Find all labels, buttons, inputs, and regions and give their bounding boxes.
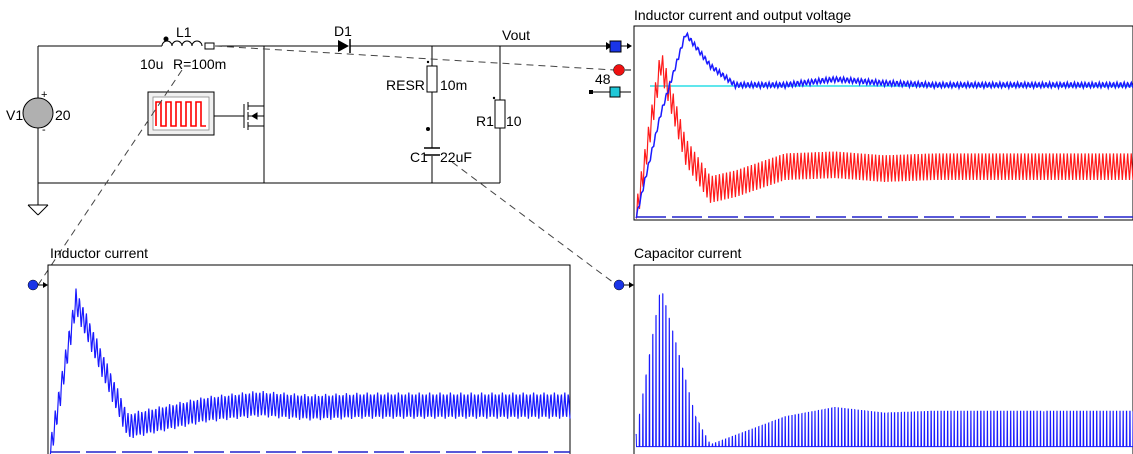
- probe-inductor-current[interactable]: [27, 279, 48, 291]
- ground-symbol: [27, 204, 49, 216]
- scope-bottom-right-title: Capacitor current: [634, 245, 741, 261]
- probe-value-label: 48: [595, 71, 611, 87]
- scope-bottom-left-title: Inductor current: [50, 245, 148, 261]
- minus-sign: -: [42, 124, 46, 136]
- mosfet-switch[interactable]: [243, 102, 264, 130]
- voltage-source-v1[interactable]: + -: [22, 89, 54, 136]
- capacitor-current-trace: [635, 293, 1133, 448]
- square-wave-icon: [155, 101, 206, 127]
- resr-value-label: 10m: [440, 77, 467, 93]
- l1-value-label: 10u: [140, 56, 163, 72]
- c1-name-label: C1: [410, 149, 428, 165]
- resistor-r1[interactable]: [492, 96, 506, 129]
- diode-d1[interactable]: [338, 39, 351, 53]
- inductor-current-trace: [49, 288, 571, 454]
- inductor-l1[interactable]: [161, 36, 215, 50]
- r1-value-label: 10: [506, 113, 522, 129]
- probe-reference-cyan[interactable]: [589, 86, 631, 98]
- probe-vout[interactable]: [609, 40, 632, 53]
- scope-top-title: Inductor current and output voltage: [634, 7, 851, 23]
- l1-name-label: L1: [176, 24, 192, 40]
- dot-marker: [163, 36, 169, 42]
- schematic: [37, 45, 610, 205]
- inductor-current-trace: [635, 55, 1133, 219]
- scope-frame: [47, 264, 571, 454]
- probe-links: [37, 45, 615, 286]
- plus-sign: +: [41, 89, 47, 101]
- c1-value-label: 22uF: [440, 149, 472, 165]
- pwm-generator[interactable]: [147, 91, 215, 136]
- scope-frame: [633, 264, 1133, 454]
- scope-bottom-left[interactable]: Inductor current: [47, 245, 571, 454]
- r1-name-label: R1: [476, 113, 494, 129]
- probe-capacitor-current[interactable]: [613, 279, 634, 291]
- v1-name-label: V1: [6, 107, 23, 123]
- scope-bottom-right[interactable]: Capacitor current: [633, 245, 1133, 454]
- scope-top[interactable]: Inductor current and output voltage: [633, 7, 1133, 221]
- output-voltage-trace: [635, 31, 1133, 219]
- vout-label: Vout: [502, 27, 530, 43]
- d1-name-label: D1: [334, 23, 352, 39]
- l1-resistance-label: R=100m: [173, 56, 226, 72]
- resr-name-label: RESR: [386, 77, 425, 93]
- capacitor-c1[interactable]: [424, 127, 440, 156]
- v1-value-label: 20: [55, 107, 71, 123]
- dot-marker: [426, 127, 430, 131]
- scope-frame: [633, 25, 1133, 221]
- arrow-icon: [606, 42, 612, 50]
- probe-inductor-current-red[interactable]: [613, 64, 632, 76]
- resistor-resr[interactable]: [426, 60, 438, 93]
